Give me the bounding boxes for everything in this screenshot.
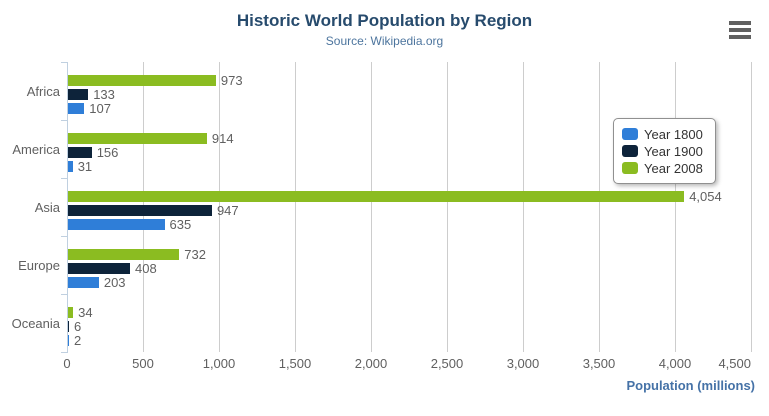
x-tick-label: 0 (63, 356, 71, 371)
value-label: 34 (78, 305, 93, 320)
legend-item-year-2008[interactable]: Year 2008 (622, 160, 703, 176)
bar-asia-year-2008[interactable] (68, 191, 685, 202)
category-label-oceania: Oceania (11, 316, 60, 331)
legend-item-year-1900[interactable]: Year 1900 (622, 143, 703, 159)
category-label-africa: Africa (26, 84, 60, 99)
legend-swatch-icon (622, 128, 638, 140)
category-label-asia: Asia (34, 200, 60, 215)
value-label: 947 (216, 203, 239, 218)
x-tick-label: 4,500 (718, 356, 751, 371)
x-axis-title: Population (millions) (626, 378, 755, 393)
value-label: 914 (211, 131, 234, 146)
category-axis-tick (61, 294, 68, 295)
bar-europe-year-1900[interactable] (68, 263, 131, 274)
value-label: 408 (135, 261, 157, 276)
bar-europe-year-1800[interactable] (68, 277, 99, 288)
x-tick-label: 1,500 (278, 356, 312, 371)
x-tick-label: 2,000 (354, 356, 388, 371)
plot-area: 973 133 107 914 156 31 4,054 947 635 732 408 203 34 6… (61, 62, 752, 353)
bar-asia-year-1800[interactable] (68, 219, 165, 230)
gridline (675, 62, 676, 352)
category-axis-tick (61, 178, 68, 179)
hamburger-bar (729, 28, 751, 32)
legend-swatch-icon (622, 145, 638, 157)
gridline (447, 62, 448, 352)
bar-africa-year-2008[interactable] (68, 75, 216, 86)
legend-label: Year 2008 (644, 160, 703, 176)
legend: Year 1800 Year 1900 Year 2008 (613, 118, 716, 184)
x-tick-label: 3,000 (506, 356, 540, 371)
bar-oceania-year-1800[interactable] (68, 335, 69, 346)
category-axis-tick (61, 352, 68, 353)
bar-asia-year-1900[interactable] (68, 205, 212, 216)
category-axis-tick (61, 236, 68, 237)
x-tick-label: 4,000 (658, 356, 692, 371)
chart-subtitle: Source: Wikipedia.org (325, 34, 444, 48)
gridline (295, 62, 296, 352)
category-axis-tick (61, 120, 68, 121)
value-label: 107 (89, 101, 111, 116)
x-tick-label: 500 (132, 356, 154, 371)
gridline (523, 62, 524, 352)
bar-america-year-2008[interactable] (68, 133, 207, 144)
value-label: 156 (96, 145, 119, 160)
value-label: 4,054 (689, 189, 722, 204)
value-label: 133 (93, 87, 115, 102)
gridline (371, 62, 372, 352)
bar-oceania-year-2008[interactable] (68, 307, 74, 318)
legend-swatch-icon (622, 162, 638, 174)
hamburger-bar (729, 21, 751, 25)
bar-africa-year-1800[interactable] (68, 103, 85, 114)
bar-europe-year-2008[interactable] (68, 249, 180, 260)
bar-america-year-1900[interactable] (68, 147, 92, 158)
bar-africa-year-1900[interactable] (68, 89, 89, 100)
legend-item-year-1800[interactable]: Year 1800 (622, 126, 703, 142)
category-label-europe: Europe (18, 258, 60, 273)
legend-label: Year 1900 (644, 143, 703, 159)
value-label: 2 (74, 333, 82, 348)
bar-america-year-1800[interactable] (68, 161, 73, 172)
bar-oceania-year-1900[interactable] (68, 321, 69, 332)
value-label: 31 (77, 159, 93, 174)
chart-title: Historic World Population by Region (236, 11, 533, 30)
legend-label: Year 1800 (644, 126, 703, 142)
value-label: 732 (184, 247, 206, 262)
x-tick-label: 1,000 (202, 356, 236, 371)
value-label: 6 (74, 319, 82, 334)
value-label: 973 (220, 73, 243, 88)
category-axis-tick (61, 62, 68, 63)
value-label: 203 (103, 275, 126, 290)
gridline (751, 62, 752, 352)
x-tick-label: 2,500 (430, 356, 464, 371)
hamburger-bar (729, 35, 751, 39)
hamburger-menu-icon[interactable] (729, 21, 751, 39)
category-label-america: America (12, 142, 60, 157)
value-label: 635 (169, 217, 192, 232)
gridline (219, 62, 220, 352)
gridline (599, 62, 600, 352)
x-tick-label: 3,500 (582, 356, 616, 371)
